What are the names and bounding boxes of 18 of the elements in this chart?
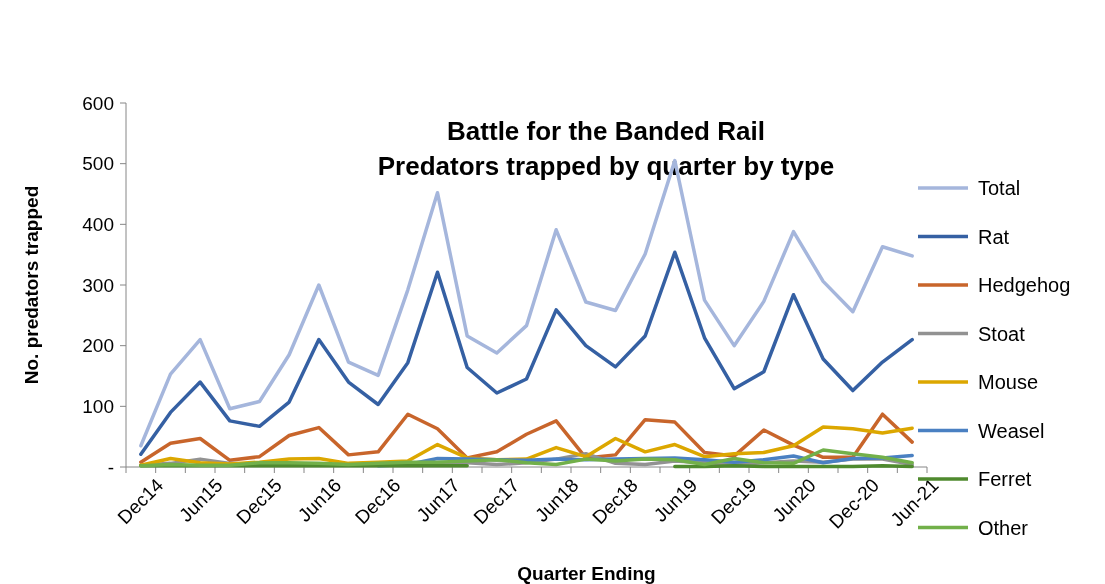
legend-label: Other bbox=[978, 516, 1029, 539]
legend-label: Hedgehog bbox=[978, 274, 1071, 296]
legend-label: Ferret bbox=[978, 468, 1032, 490]
y-tick-label: 200 bbox=[82, 335, 114, 357]
legend-label: Rat bbox=[978, 225, 1010, 248]
y-tick-label: 100 bbox=[82, 395, 114, 417]
y-tick-label: 300 bbox=[82, 274, 114, 296]
x-axis-title: Quarter Ending bbox=[517, 563, 656, 584]
y-tick-label: 400 bbox=[82, 213, 114, 235]
legend-label: Weasel bbox=[978, 419, 1045, 442]
legend-label: Total bbox=[978, 177, 1021, 199]
text: Battle for the Banded Rail Predators trapped by quarter by type bbox=[377, 116, 835, 181]
y-tick-label: 500 bbox=[82, 153, 114, 175]
legend-label: Stoat bbox=[978, 322, 1026, 345]
y-tick-label: - bbox=[107, 456, 114, 478]
y-axis-title: No. predators trapped bbox=[21, 185, 42, 385]
y-tick-label: 600 bbox=[82, 92, 114, 114]
legend-label: Mouse bbox=[978, 371, 1039, 393]
